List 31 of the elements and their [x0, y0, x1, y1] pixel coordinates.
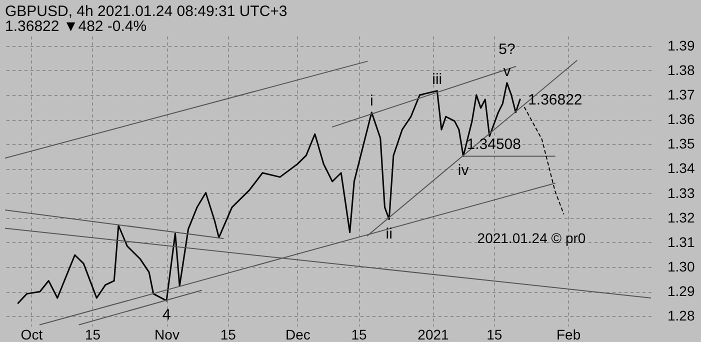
- y-tick-label: 1.31: [668, 234, 695, 250]
- annotation: ii: [386, 225, 392, 242]
- x-tick-label: Feb: [556, 326, 581, 342]
- annotation: iii: [432, 70, 442, 88]
- annotation: 1.36822: [528, 91, 582, 108]
- y-tick-label: 1.33: [668, 184, 695, 201]
- x-tick-label: 15: [351, 326, 368, 342]
- y-tick-label: 1.38: [668, 62, 695, 78]
- y-tick-label: 1.35: [668, 136, 695, 152]
- x-tick-label: Nov: [154, 326, 180, 342]
- x-tick-label: 15: [85, 326, 101, 342]
- annotation: 5?: [498, 40, 516, 58]
- x-tick-label: Oct: [20, 326, 43, 342]
- x-tick-label: 2021: [418, 326, 450, 342]
- annotation: 4: [162, 306, 171, 324]
- chart-subtitle: 1.36822 ▼482 -0.4%: [5, 18, 147, 35]
- y-tick-label: 1.37: [668, 86, 695, 102]
- y-tick-label: 1.36: [668, 111, 695, 128]
- y-tick-label: 1.29: [668, 283, 695, 300]
- annotation: 2021.01.24 © pr0: [477, 230, 586, 246]
- x-tick-label: Dec: [285, 326, 310, 342]
- chart-title: GBPUSD, 4h 2021.01.24 08:49:31 UTC+3: [5, 3, 288, 20]
- x-tick-label: 15: [220, 326, 236, 342]
- x-tick-label: 15: [486, 326, 502, 342]
- y-tick-label: 1.30: [668, 258, 695, 275]
- y-tick-label: 1.28: [668, 308, 695, 324]
- y-tick-label: 1.39: [668, 37, 695, 54]
- y-tick-label: 1.32: [668, 209, 695, 226]
- y-tick-label: 1.34: [668, 160, 695, 176]
- annotation: i: [370, 92, 374, 110]
- annotation: iv: [458, 162, 470, 180]
